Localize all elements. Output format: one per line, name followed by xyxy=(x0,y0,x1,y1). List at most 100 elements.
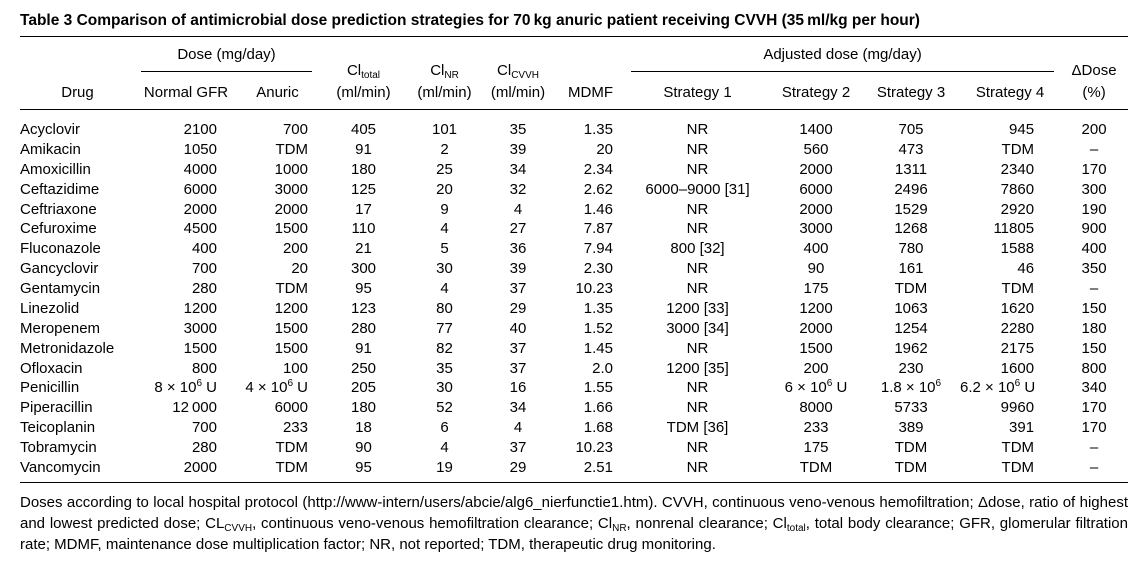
table-row: Amoxicillin 4000 1000 180 25 34 2.34 NR 2000 1311… xyxy=(20,160,1128,180)
table-cell: 560 xyxy=(803,140,829,158)
column-header: Strategy 1 xyxy=(625,72,770,110)
table-cell: 2000 xyxy=(799,319,833,337)
table-row: Acyclovir 2100 700 405 101 35 1.35 NR 1400 705 945… xyxy=(20,120,1128,140)
table-cell: TDM xyxy=(894,280,928,297)
text: , nonrenal clearance; Cl xyxy=(626,515,787,532)
table-row: Ofloxacin 800 100 250 35 37 2.0 1200 [35] 200 230… xyxy=(20,359,1128,379)
column-header: ClNR (ml/min) xyxy=(409,37,480,110)
drug-name: Linezolid xyxy=(20,299,80,317)
table-cell: 300 xyxy=(350,260,377,278)
table-cell: NR xyxy=(686,260,709,278)
table-cell: 2340 xyxy=(1000,160,1035,178)
text: U xyxy=(832,379,848,397)
table-cell: 46 xyxy=(1017,260,1035,278)
table-cell: TDM xyxy=(1001,458,1035,476)
table-cell: NR xyxy=(686,200,709,218)
text: 1.8 × 10 xyxy=(880,379,936,397)
table-cell: 1500 xyxy=(183,339,217,357)
table-cell: 2000 xyxy=(183,200,217,218)
table-cell: 10.23 xyxy=(575,439,613,456)
table-cell: 11805 xyxy=(993,220,1035,238)
table-row: Tobramycin 280 TDM 90 4 37 10.23 NR 175 TDM TDM – xyxy=(20,438,1128,458)
table-cell: 4 xyxy=(440,220,449,238)
table-cell: 2280 xyxy=(1000,319,1035,337)
table-cell: 1600 xyxy=(1000,359,1035,377)
column-header: Cltotal (ml/min) xyxy=(318,37,409,110)
table-cell: 800 [32] xyxy=(670,240,725,258)
column-header: ClCVVH (ml/min) xyxy=(480,37,556,110)
drug-name: Penicillin xyxy=(20,379,80,397)
text: 6 × 10 xyxy=(784,379,827,397)
drug-name: Acyclovir xyxy=(20,121,81,138)
table-cell: 1000 xyxy=(274,160,308,178)
table-cell: 3000 xyxy=(183,319,217,337)
drug-name: Ceftazidime xyxy=(20,180,100,198)
table-cell: 9 xyxy=(440,200,449,218)
table-cell: 2.0 xyxy=(592,359,613,377)
table-cell: NR xyxy=(686,140,709,158)
table-row: Teicoplanin 700 233 18 6 4 1.68 TDM [36] 233 389 3… xyxy=(20,418,1128,438)
group-label: Dose (mg/day) xyxy=(141,46,312,72)
table-cell: 233 xyxy=(803,419,829,437)
table-cell: 280 xyxy=(191,280,217,297)
table-cell: 2175 xyxy=(1000,339,1035,357)
table-cell: 5 xyxy=(440,240,449,258)
table-cell: 27 xyxy=(509,220,527,238)
table-cell: 400 xyxy=(803,240,829,258)
table-cell: – xyxy=(1089,280,1099,297)
table-cell: 180 xyxy=(350,399,377,417)
header-label: Strategy 4 xyxy=(975,84,1045,101)
table-cell: 35 xyxy=(436,359,453,377)
table-cell: 350 xyxy=(1081,260,1107,278)
drug-name: Metronidazole xyxy=(20,339,115,357)
table-cell: 34 xyxy=(509,160,527,178)
table-cell: 19 xyxy=(436,458,453,476)
table-cell: 1254 xyxy=(894,319,928,337)
table-cell: 1500 xyxy=(799,339,833,357)
header-label: Cltotal xyxy=(318,60,409,82)
table-cell: 1500 xyxy=(274,220,308,238)
table-cell: TDM xyxy=(275,280,309,297)
table-cell: 205 xyxy=(350,379,377,397)
header-label: ClCVVH xyxy=(480,60,556,82)
table-cell: 2496 xyxy=(894,180,928,198)
table-cell: TDM xyxy=(275,439,309,456)
table-cell: 2 xyxy=(440,140,449,158)
table-cell: 1.46 xyxy=(583,200,613,218)
table-cell: 10.23 xyxy=(575,280,613,297)
drug-name: Cefuroxime xyxy=(20,220,97,238)
table-cell: 110 xyxy=(351,220,376,238)
table-cell: TDM xyxy=(1001,439,1035,456)
column-header: Strategy 4 xyxy=(960,72,1060,110)
table-cell: 20 xyxy=(596,140,613,158)
group-label: Adjusted dose (mg/day) xyxy=(631,46,1055,72)
table-cell: 7.87 xyxy=(583,220,613,238)
table-cell: 900 xyxy=(1081,220,1107,238)
table-cell: 2000 xyxy=(274,200,308,218)
table-cell: 200 xyxy=(803,359,829,377)
table-row: Ceftazidime 6000 3000 125 20 32 2.62 6000–9000 … xyxy=(20,180,1128,200)
table-cell: 7.94 xyxy=(583,240,613,258)
table-cell: 405 xyxy=(350,121,377,138)
table-row: Meropenem 3000 1500 280 77 40 1.52 3000 [34] 200… xyxy=(20,319,1128,339)
table-cell: 1063 xyxy=(894,299,928,317)
table-cell: 300 xyxy=(1081,180,1107,198)
table-cell: 280 xyxy=(350,319,377,337)
header-label: Strategy 1 xyxy=(663,84,732,101)
table-cell: 39 xyxy=(509,140,527,158)
table-cell: 700 xyxy=(191,260,217,278)
drug-name: Meropenem xyxy=(20,319,101,337)
table-cell: 175 xyxy=(803,280,829,297)
table-cell: 4 × 106 U xyxy=(237,378,318,398)
table-cell: 25 xyxy=(436,160,453,178)
table-cell: 90 xyxy=(355,439,372,456)
drug-name: Amikacin xyxy=(20,140,81,158)
table-cell: 6.2 × 106 U xyxy=(960,378,1060,398)
table-cell: 40 xyxy=(509,319,527,337)
table-cell: – xyxy=(1089,439,1099,456)
table-cell: 1200 [35] xyxy=(666,359,729,377)
table-cell: 100 xyxy=(282,359,308,377)
table-row: Fluconazole 400 200 21 5 36 7.94 800 [32] 400 780… xyxy=(20,239,1128,259)
table-cell: 77 xyxy=(436,319,453,337)
